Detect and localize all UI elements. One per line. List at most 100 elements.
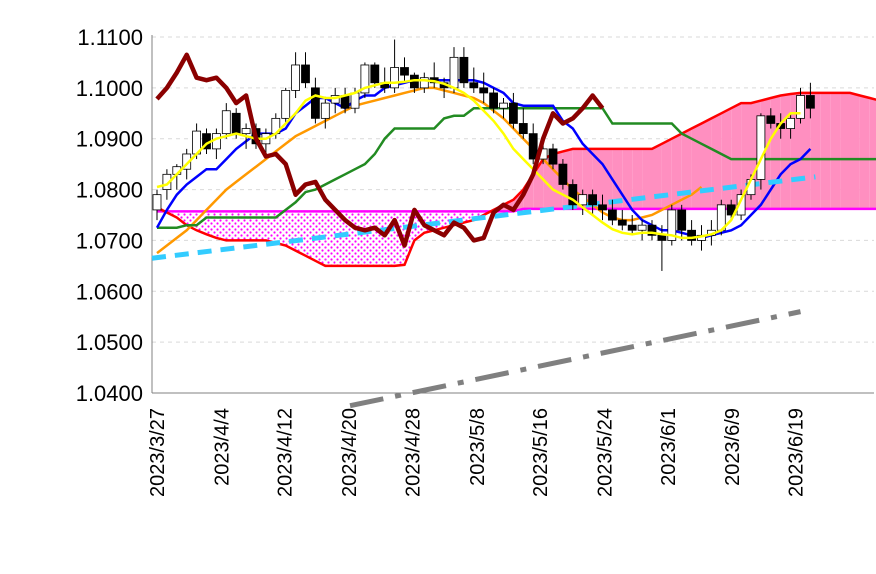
cloud-segment — [612, 148, 623, 209]
candle-body — [657, 234, 667, 241]
cloud-segment — [246, 211, 256, 241]
x-tick-label: 2023/4/20 — [339, 408, 361, 497]
cloud-segment — [830, 92, 841, 209]
candle-body — [796, 95, 805, 119]
candle-body — [400, 67, 409, 76]
y-tick-label: 1.0600 — [76, 279, 143, 304]
cloud-segment — [810, 92, 821, 209]
cloud-segment — [731, 103, 742, 209]
cloud-segment — [275, 211, 286, 246]
cloud-segment — [859, 95, 870, 209]
cloud-segment — [652, 143, 662, 209]
candle-body — [548, 148, 558, 165]
axes — [151, 35, 874, 394]
cloud-segment — [325, 211, 336, 266]
candle-body — [489, 92, 499, 109]
y-tick-label: 1.0500 — [76, 330, 143, 355]
candle-body — [756, 115, 766, 180]
lagging-span-line — [155, 52, 605, 248]
x-tick-label: 2023/6/19 — [786, 408, 808, 497]
candle-body — [281, 90, 291, 119]
y-tick-label: 1.0800 — [76, 178, 143, 203]
x-tick-label: 2023/5/8 — [467, 408, 489, 486]
short-moving-average-line — [156, 78, 801, 240]
cloud-segment — [582, 148, 593, 209]
y-tick-label: 1.0900 — [76, 127, 143, 152]
candle-body — [578, 194, 588, 206]
x-tick-label: 2023/4/4 — [211, 408, 233, 486]
candle-body — [766, 115, 776, 124]
cloud-segment — [850, 92, 860, 209]
cloud-segment — [295, 211, 306, 256]
candle-body — [499, 102, 508, 109]
candle-body — [588, 194, 597, 206]
candle-body — [558, 163, 568, 185]
candle-body — [360, 64, 370, 94]
candle-body — [598, 204, 607, 211]
y-tick-label: 1.0700 — [76, 228, 143, 253]
cloud-segment — [869, 98, 876, 209]
candle-body — [350, 92, 360, 109]
cloud-segment — [840, 92, 850, 209]
candle-body — [637, 224, 647, 231]
candle-body — [667, 209, 677, 241]
candle-body — [459, 56, 469, 84]
candle-body — [736, 194, 746, 216]
candle-body — [677, 209, 687, 231]
candle-body — [786, 117, 795, 129]
x-tick-label: 2023/5/24 — [594, 408, 616, 497]
candle-body — [241, 128, 251, 135]
candle-body — [806, 95, 815, 109]
candle-body — [291, 64, 301, 91]
cloud-segment — [602, 148, 613, 209]
candle-body — [301, 64, 310, 84]
base-line — [157, 106, 876, 229]
cloud-segment — [355, 211, 365, 266]
candle-body — [617, 219, 627, 226]
x-tick-label: 2023/4/28 — [402, 408, 424, 497]
cloud-segment — [632, 148, 643, 209]
leading-span-b-line — [157, 207, 876, 213]
cloud-segment — [236, 211, 247, 241]
cloud-segment — [335, 211, 346, 266]
x-tick-label: 2023/3/27 — [147, 408, 169, 497]
candle-body — [449, 56, 459, 89]
candle-body — [528, 133, 538, 160]
candle-body — [479, 87, 489, 94]
candle-body — [231, 112, 241, 135]
cloud-segment — [265, 211, 276, 243]
cloud-segment — [374, 211, 385, 266]
cloud-segment — [701, 118, 712, 209]
y-axis-tick-labels: 1.0400 1.0500 1.0600 1.0700 1.0800 1.0900 1.10… — [76, 25, 143, 406]
y-tick-label: 1.1100 — [77, 25, 143, 50]
cloud-segment — [681, 128, 692, 209]
x-tick-label: 2023/6/1 — [658, 408, 680, 486]
cloud-segment — [661, 138, 672, 209]
cloud-segment — [216, 211, 227, 241]
candle-body — [152, 194, 162, 211]
cloud-segment — [364, 211, 375, 266]
overlay-lines — [155, 52, 802, 409]
y-tick-label: 1.0400 — [76, 381, 143, 406]
cloud-segment — [622, 148, 633, 209]
candle-body — [330, 95, 340, 104]
candle-body — [608, 209, 617, 221]
x-axis-tick-labels: 2023/3/27 2023/4/4 2023/4/12 2023/4/20 2023/… — [147, 408, 808, 497]
cloud-segment — [721, 108, 732, 209]
cloud-segment — [592, 148, 603, 209]
candle-body — [469, 82, 479, 89]
cloud-segment — [820, 92, 831, 209]
cloud-segment — [691, 123, 702, 209]
upper-trend-line — [151, 174, 816, 261]
candle-body — [310, 87, 320, 119]
cloud-segment — [671, 133, 682, 209]
candle-body — [508, 102, 518, 124]
cloud-segment — [256, 211, 266, 241]
cloud-segment — [711, 113, 722, 209]
candle-body — [568, 184, 578, 206]
y-tick-label: 1.1000 — [76, 76, 143, 101]
cloud-segment — [770, 95, 781, 209]
candlesticks — [152, 39, 815, 271]
cloud-segment — [780, 93, 791, 209]
candle-body — [687, 229, 696, 241]
